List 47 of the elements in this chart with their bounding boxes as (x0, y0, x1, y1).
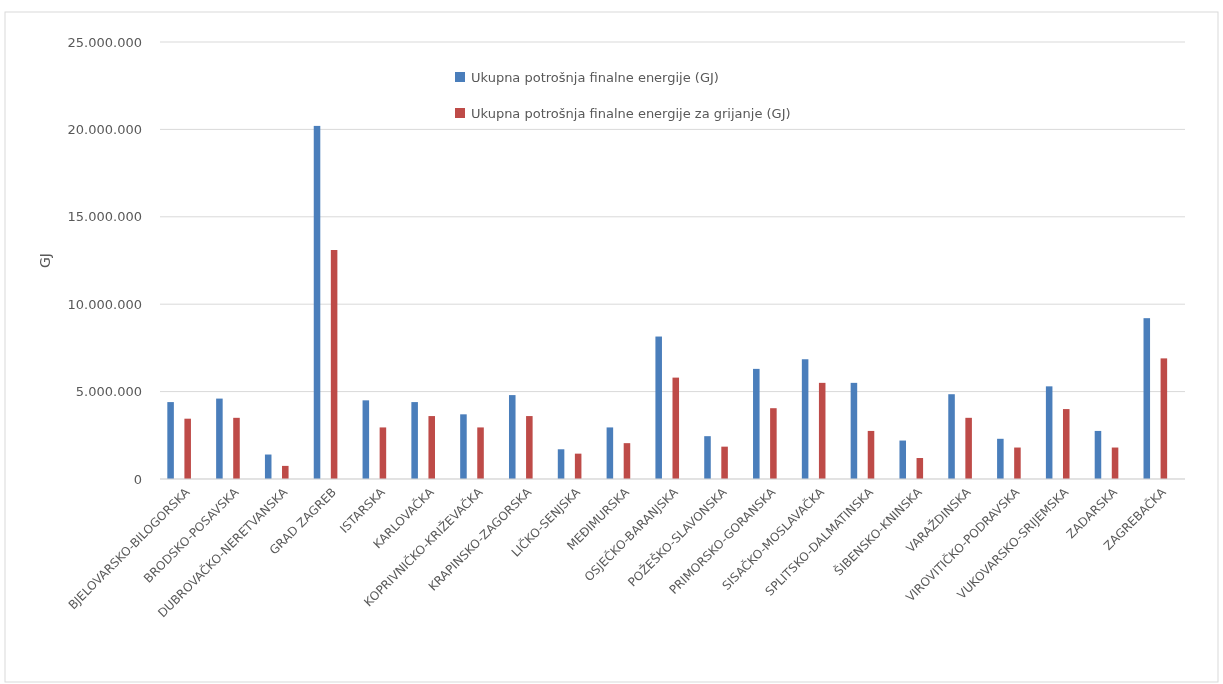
bar (655, 336, 662, 479)
y-tick-label: 20.000.000 (67, 121, 142, 137)
bar (948, 394, 955, 479)
bar (526, 416, 533, 479)
bar (313, 125, 321, 479)
bar (997, 438, 1004, 479)
bar (216, 398, 223, 479)
bar (704, 436, 711, 479)
y-tick-label: 0 (133, 471, 142, 487)
bar (1160, 358, 1168, 479)
bar (508, 395, 516, 479)
bar (557, 449, 565, 479)
bar (282, 465, 289, 479)
bar (460, 414, 467, 479)
bar (1014, 447, 1021, 479)
bar (330, 250, 338, 479)
bar (965, 417, 972, 479)
bar (672, 377, 680, 479)
legend-label: Ukupna potrošnja finalne energije (GJ) (471, 69, 719, 85)
y-axis-title: GJ (37, 253, 53, 268)
bar (411, 402, 418, 479)
bar (867, 430, 875, 479)
bar (899, 440, 907, 479)
bar (1094, 430, 1102, 479)
bar (801, 359, 809, 479)
bar (1045, 386, 1053, 479)
bar (721, 446, 728, 479)
bar (1143, 318, 1151, 479)
y-tick-label: 15.000.000 (67, 209, 142, 225)
bar (606, 427, 614, 479)
bar (623, 443, 631, 479)
bar (379, 427, 387, 479)
bar (362, 400, 370, 479)
bar (850, 382, 858, 479)
bar (818, 382, 826, 479)
bar (428, 416, 435, 479)
legend-label: Ukupna potrošnja finalne energije za grijanje (GJ) (471, 105, 791, 121)
bar (184, 418, 191, 479)
y-tick-label: 25.000.000 (67, 34, 142, 50)
bar (477, 427, 484, 479)
bar (1062, 409, 1070, 479)
bar (233, 417, 240, 479)
bar (167, 402, 174, 479)
y-tick-label: 5.000.000 (75, 384, 142, 400)
bar (753, 368, 760, 479)
bar (770, 408, 777, 479)
y-tick-label: 10.000.000 (67, 296, 142, 312)
